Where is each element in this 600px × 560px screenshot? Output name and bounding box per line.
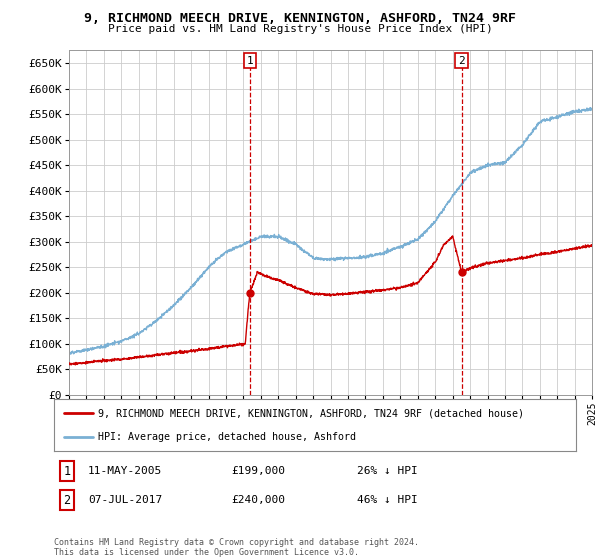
Text: 2: 2 <box>64 493 71 507</box>
Text: 9, RICHMOND MEECH DRIVE, KENNINGTON, ASHFORD, TN24 9RF: 9, RICHMOND MEECH DRIVE, KENNINGTON, ASH… <box>84 12 516 25</box>
Text: 07-JUL-2017: 07-JUL-2017 <box>88 495 162 505</box>
Text: 1: 1 <box>64 465 71 478</box>
Text: £199,000: £199,000 <box>232 466 286 476</box>
Text: Contains HM Land Registry data © Crown copyright and database right 2024.
This d: Contains HM Land Registry data © Crown c… <box>54 538 419 557</box>
Text: 9, RICHMOND MEECH DRIVE, KENNINGTON, ASHFORD, TN24 9RF (detached house): 9, RICHMOND MEECH DRIVE, KENNINGTON, ASH… <box>98 408 524 418</box>
Text: 2: 2 <box>458 55 465 66</box>
Text: Price paid vs. HM Land Registry's House Price Index (HPI): Price paid vs. HM Land Registry's House … <box>107 24 493 34</box>
Text: 11-MAY-2005: 11-MAY-2005 <box>88 466 162 476</box>
Text: 26% ↓ HPI: 26% ↓ HPI <box>357 466 418 476</box>
Text: 1: 1 <box>247 55 253 66</box>
Text: £240,000: £240,000 <box>232 495 286 505</box>
Text: 46% ↓ HPI: 46% ↓ HPI <box>357 495 418 505</box>
Text: HPI: Average price, detached house, Ashford: HPI: Average price, detached house, Ashf… <box>98 432 356 442</box>
